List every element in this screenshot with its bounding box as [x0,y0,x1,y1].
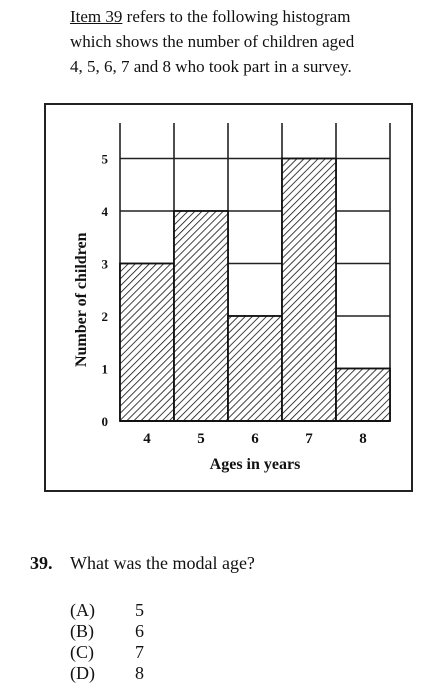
option-value: 6 [135,621,144,641]
intro-line-1-rest: refers to the following histogram [122,7,351,26]
y-tick-label-2: 2 [102,309,109,324]
x-tick-label-7: 7 [305,431,313,447]
x-tick-label-6: 6 [251,431,259,447]
bar-age-7 [281,157,337,422]
bar-age-4 [119,262,175,422]
intro-line-2: which shows the number of children aged [70,32,355,51]
option-label: (C) [70,642,94,662]
option-d[interactable]: (D) 8 [70,663,144,684]
option-value: 8 [135,663,144,683]
option-label: (B) [70,621,94,641]
question-text: What was the modal age? [70,553,255,573]
option-label: (A) [70,600,95,620]
option-b[interactable]: (B) 6 [70,621,144,642]
histogram-chart: 0 1 2 3 4 5 4 5 6 7 8 Ages in years Number of childr… [73,123,391,473]
bar-age-5 [173,210,229,422]
item-intro: Item 39 refers to the following histogra… [70,4,426,79]
y-axis-label: Number of children [73,232,90,367]
intro-line-3: 4, 5, 6, 7 and 8 who took part in a surv… [70,57,352,76]
option-label: (D) [70,663,95,683]
bar-age-8 [335,367,391,422]
bar-age-6 [227,315,283,422]
y-tick-label-3: 3 [102,257,109,272]
option-c[interactable]: (C) 7 [70,642,144,663]
answer-options: (A) 5 (B) 6 (C) 7 (D) 8 [70,600,144,684]
y-tick-label-5: 5 [102,152,109,167]
x-axis-label: Ages in years [210,456,301,473]
intro-line-1: Item 39 refers to the following histogra… [70,4,426,29]
option-value: 7 [135,642,144,662]
x-tick-label-8: 8 [359,431,367,447]
option-value: 5 [135,600,144,620]
y-tick-label-4: 4 [102,204,109,219]
item-reference: Item 39 [70,7,123,26]
x-tick-label-5: 5 [197,431,205,447]
question-number: 39. [30,553,53,573]
histogram-figure: 0 1 2 3 4 5 4 5 6 7 8 Ages in years Number of childr… [44,103,413,492]
y-tick-label-1: 1 [102,362,109,377]
y-tick-label-0: 0 [102,414,109,429]
x-tick-label-4: 4 [143,431,151,447]
option-a[interactable]: (A) 5 [70,600,144,621]
